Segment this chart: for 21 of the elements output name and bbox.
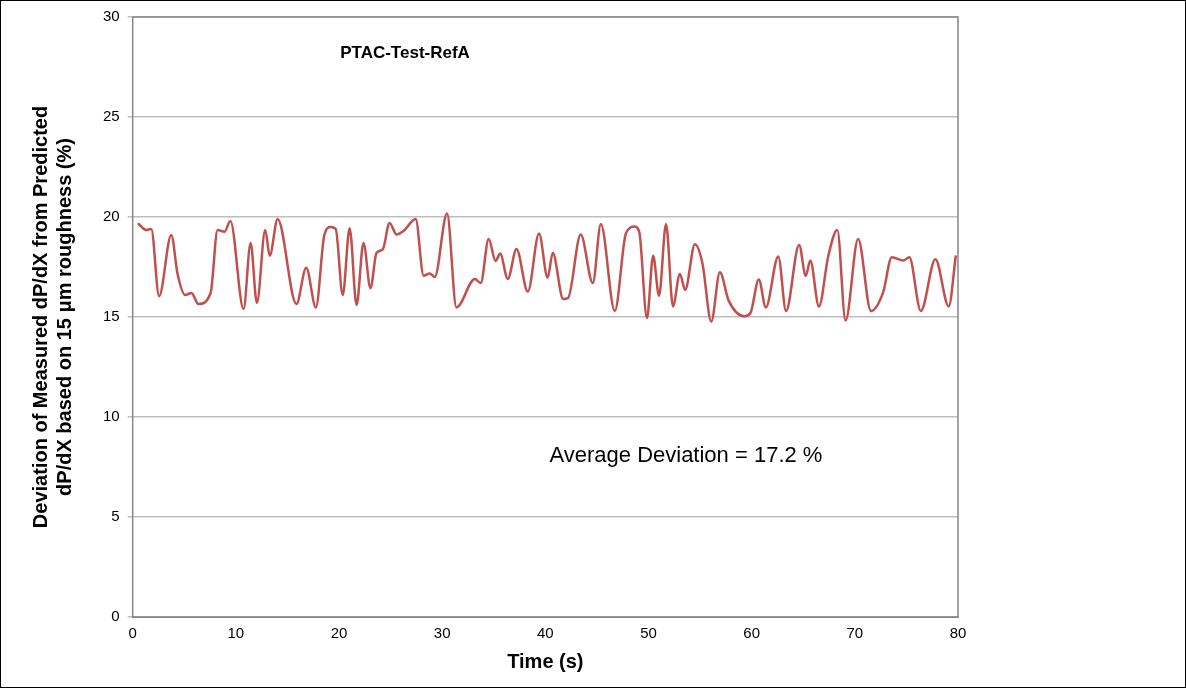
- x-axis-title: Time (s): [507, 649, 584, 672]
- annotation: Average Deviation = 17.2 %: [549, 441, 823, 467]
- y-tick-label: 10: [103, 407, 120, 425]
- y-tick-label: 5: [111, 507, 120, 525]
- y-tick-label: 20: [103, 207, 120, 225]
- y-tick-label: 15: [103, 307, 120, 325]
- x-tick-label: 60: [743, 624, 761, 642]
- y-tick-label: 30: [103, 7, 120, 25]
- x-tick-label: 30: [433, 624, 451, 642]
- x-tick-label: 70: [846, 624, 864, 642]
- x-tick-label: 0: [128, 624, 137, 642]
- x-tick-label: 50: [640, 624, 657, 642]
- x-tick-label: 80: [949, 624, 967, 642]
- line-series: [137, 212, 957, 323]
- x-tick-label: 20: [330, 624, 348, 642]
- x-tick-label: 10: [227, 624, 245, 642]
- x-tick-label: 40: [537, 624, 554, 642]
- y-tick-label: 0: [111, 607, 120, 625]
- y-tick-label: 25: [103, 107, 120, 125]
- y-axis-title: Deviation of Measured dP/dX from Predicted dP/dX based on 15 μm roughness (%): [28, 105, 75, 529]
- text: PTAC-Test-RefA: [340, 42, 470, 62]
